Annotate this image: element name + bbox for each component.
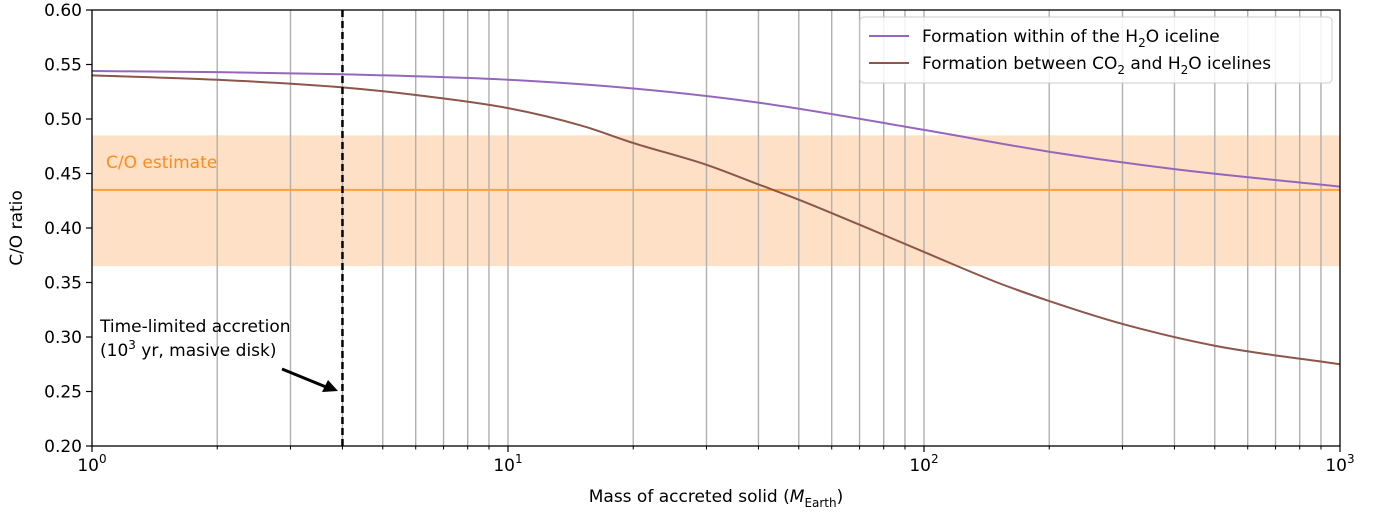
y-tick-label: 0.20: [44, 437, 82, 457]
legend-subscript: 2: [1117, 63, 1125, 77]
x-tick-exponent: 1: [515, 452, 523, 466]
legend-text: O icelines: [1188, 54, 1271, 74]
y-tick-label: 0.45: [44, 165, 82, 185]
time-limit-annotation-line2: (103 yr, masive disk): [100, 338, 277, 361]
annotation-superscript: 3: [128, 338, 136, 352]
time-limit-annotation-line1: Time-limited accretion: [99, 317, 291, 337]
x-tick-base: 10: [909, 456, 931, 476]
x-tick-base: 10: [493, 456, 515, 476]
estimate-label: C/O estimate: [106, 153, 217, 173]
annotation-text: yr, masive disk): [136, 341, 277, 361]
x-tick-exponent: 2: [931, 452, 939, 466]
legend-subscript: 2: [1138, 36, 1146, 50]
legend-label-1: Formation within of the H2O iceline: [922, 27, 1220, 50]
estimate-band-layer: [92, 135, 1340, 267]
legend: Formation within of the H2O icelineForma…: [859, 16, 1333, 84]
x-tick-label: 100: [77, 452, 106, 476]
x-tick-label: 103: [1325, 452, 1354, 476]
y-tick-label: 0.30: [44, 328, 82, 348]
series-line-2: [91, 74, 1341, 366]
legend-box: [859, 16, 1333, 84]
series-line-1: [91, 70, 1341, 188]
annotation-arrow-shaft: [281, 367, 327, 389]
legend-text: O iceline: [1146, 27, 1220, 47]
series-layer: [91, 70, 1341, 366]
x-axis-label-subscript: Earth: [804, 496, 836, 510]
annotation-text: (10: [100, 341, 128, 361]
x-tick-exponent: 0: [99, 452, 107, 466]
estimate-band: [92, 135, 1340, 267]
x-tick-base: 10: [77, 456, 99, 476]
legend-label-2: Formation between CO2 and H2O icelines: [922, 54, 1271, 77]
y-tick-label: 0.60: [44, 1, 82, 21]
x-axis-label-text: Mass of accreted solid (: [589, 487, 790, 507]
x-tick-base: 10: [1325, 456, 1347, 476]
x-tick-label: 102: [909, 452, 938, 476]
x-axis-label-italic: M: [790, 487, 805, 507]
y-tick-label: 0.35: [44, 274, 82, 294]
y-tick-label: 0.55: [44, 56, 82, 76]
legend-text: and H: [1125, 54, 1181, 74]
y-tick-label: 0.50: [44, 110, 82, 130]
x-axis-label: Mass of accreted solid (MEarth): [589, 487, 844, 510]
legend-text: Formation within of the H: [922, 27, 1138, 47]
y-axis-label: C/O ratio: [7, 190, 27, 266]
x-tick-exponent: 3: [1347, 452, 1355, 466]
legend-text: Formation between CO: [922, 54, 1117, 74]
x-axis-label-text: ): [837, 487, 844, 507]
y-tick-label: 0.25: [44, 383, 82, 403]
legend-subscript: 2: [1181, 63, 1189, 77]
annotation-arrow-head: [322, 380, 338, 392]
x-tick-label: 101: [493, 452, 522, 476]
y-tick-label: 0.40: [44, 219, 82, 239]
